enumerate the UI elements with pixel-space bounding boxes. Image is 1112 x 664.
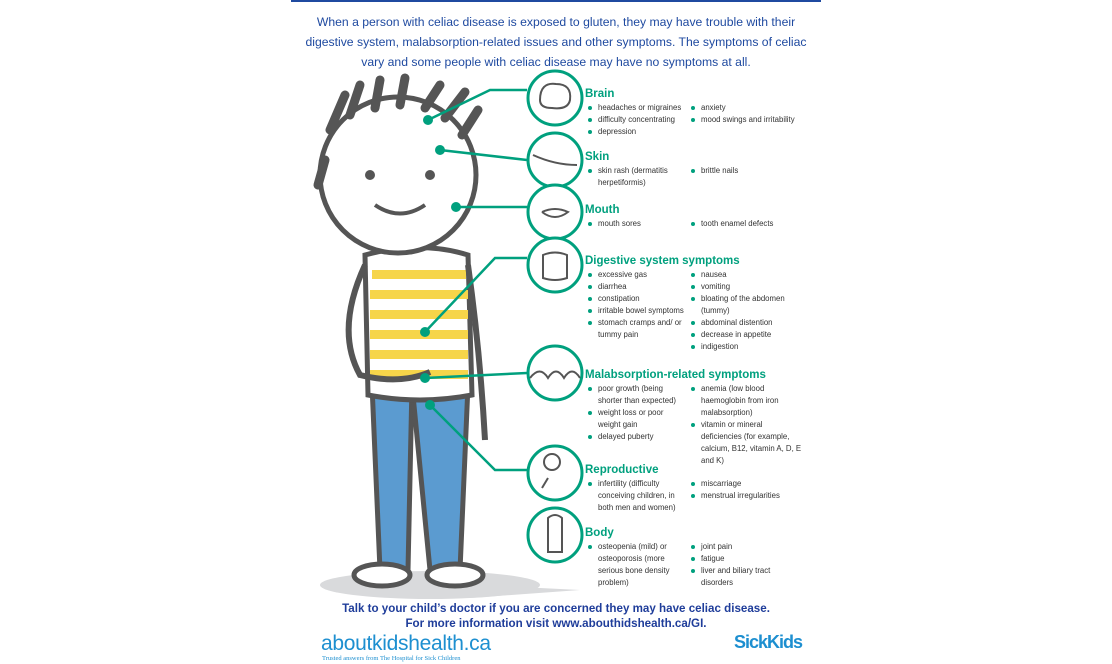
symptom-list: brittle nails: [688, 165, 803, 189]
symptom-item: miscarriage: [688, 478, 803, 490]
symptom-item: liver and biliary tract disorders: [688, 565, 803, 589]
symptom-item: delayed puberty: [585, 431, 688, 443]
symptom-item: abdominal distention: [688, 317, 803, 329]
symptom-columns: excessive gas diarrhea constipation irritab…: [585, 269, 815, 353]
symptom-list: joint pain fatigue liver and biliary tract…: [688, 541, 803, 589]
symptom-item: skin rash (dermatitis herpetiformis): [585, 165, 688, 189]
section-reproductive: Reproductive infertility (difficulty conc…: [585, 462, 815, 514]
symptom-item: tooth enamel defects: [688, 218, 803, 230]
symptom-item: mood swings and irritability: [688, 114, 803, 126]
shadow-tail: [470, 585, 580, 598]
symptom-item: brittle nails: [688, 165, 803, 177]
brain-icon: [526, 69, 584, 127]
symptom-list: tooth enamel defects: [688, 218, 803, 230]
left-leg: [369, 382, 415, 573]
symptom-columns: poor growth (being shorter than expected…: [585, 383, 815, 467]
body-icon: [526, 506, 584, 564]
left-shoe: [351, 561, 413, 589]
symptom-list: mouth sores: [585, 218, 688, 230]
smile: [373, 203, 427, 216]
aboutkidshealth-logo: aboutkidshealth.ca: [321, 632, 491, 655]
intro-text: When a person with celiac disease is exp…: [305, 15, 807, 69]
symptom-list: anemia (low blood haemoglobin from iron …: [688, 383, 803, 467]
symptom-columns: headaches or migraines difficulty concent…: [585, 102, 815, 138]
symptom-list: anxiety mood swings and irritability: [688, 102, 803, 138]
skin-icon: [526, 131, 584, 189]
symptom-columns: skin rash (dermatitis herpetiformis) brit…: [585, 165, 815, 189]
symptom-list: nausea vomiting bloating of the abdomen (t…: [688, 269, 803, 353]
symptom-item: stomach cramps and/ or tummy pain: [585, 317, 688, 341]
symptom-item: anxiety: [688, 102, 803, 114]
symptom-item: constipation: [585, 293, 688, 305]
symptom-columns: osteopenia (mild) or osteoporosis (more …: [585, 541, 815, 589]
symptom-item: diarrhea: [585, 281, 688, 293]
right-leg: [409, 382, 471, 573]
hair: [313, 73, 483, 190]
intestinal-villi-icon: [526, 344, 584, 402]
section-mouth: Mouth mouth sores tooth enamel defects: [585, 202, 815, 230]
symptom-item: headaches or migraines: [585, 102, 688, 114]
section-title: Body: [585, 527, 614, 539]
symptom-item: weight loss or poor weight gain: [585, 407, 688, 431]
symptom-columns: mouth sores tooth enamel defects: [585, 218, 815, 230]
symptom-item: indigestion: [688, 341, 803, 353]
mouth-icon: [526, 183, 584, 241]
symptom-item: mouth sores: [585, 218, 688, 230]
symptom-list: infertility (difficulty conceiving child…: [585, 478, 688, 514]
sickkids-logo: SickKids: [734, 632, 803, 652]
symptom-item: joint pain: [688, 541, 803, 553]
symptom-list: headaches or migraines difficulty concent…: [585, 102, 688, 138]
egg-sperm-icon: [526, 444, 584, 502]
symptom-list: excessive gas diarrhea constipation irritab…: [585, 269, 688, 353]
section-title: Digestive system symptoms: [585, 255, 740, 267]
symptom-item: fatigue: [688, 553, 803, 565]
symptom-item: decrease in appetite: [688, 329, 803, 341]
symptom-list: miscarriage menstrual irregularities: [688, 478, 803, 514]
section-title: Mouth: [585, 204, 620, 216]
section-digestive: Digestive system symptoms excessive gas di…: [585, 253, 815, 353]
symptom-item: irritable bowel symptoms: [585, 305, 688, 317]
footer-line-1: Talk to your child’s doctor if you are c…: [342, 602, 770, 615]
symptom-item: poor growth (being shorter than expected…: [585, 383, 688, 407]
symptom-item: bloating of the abdomen (tummy): [688, 293, 803, 317]
head: [317, 94, 479, 256]
right-shoe: [424, 561, 486, 589]
symptom-item: menstrual irregularities: [688, 490, 803, 502]
intestine-icon: [526, 236, 584, 294]
symptom-item: vomiting: [688, 281, 803, 293]
symptom-item: vitamin or mineral deficiencies (for exa…: [688, 419, 803, 467]
symptom-item: anemia (low blood haemoglobin from iron …: [688, 383, 803, 419]
symptom-item: nausea: [688, 269, 803, 281]
connector-lines: [424, 88, 528, 472]
symptom-columns: infertility (difficulty conceiving child…: [585, 478, 815, 514]
symptom-item: depression: [585, 126, 688, 138]
symptom-item: osteopenia (mild) or osteoporosis (more …: [585, 541, 688, 589]
section-title: Malabsorption-related symptoms: [585, 369, 766, 381]
section-malabsorption-related: Malabsorption-related symptoms poor growt…: [585, 367, 815, 467]
section-title: Brain: [585, 88, 615, 100]
section-skin: Skin skin rash (dermatitis herpetiformis)…: [585, 149, 815, 189]
symptom-list: osteopenia (mild) or osteoporosis (more …: [585, 541, 688, 589]
section-title: Reproductive: [585, 464, 659, 476]
logo-tagline: Trusted answers from The Hospital for Si…: [322, 655, 461, 662]
symptom-item: difficulty concentrating: [585, 114, 688, 126]
section-body: Body osteopenia (mild) or osteoporosis (m…: [585, 525, 815, 589]
section-title: Skin: [585, 151, 610, 163]
footer-link-line[interactable]: For more information visit www.abouthids…: [405, 617, 707, 630]
section-brain: Brain headaches or migraines difficulty co…: [585, 86, 815, 138]
left-eye: [365, 170, 375, 180]
left-arm: [345, 263, 432, 383]
top-rule: [291, 0, 821, 2]
symptom-list: poor growth (being shorter than expected…: [585, 383, 688, 467]
symptom-item: excessive gas: [585, 269, 688, 281]
symptom-list: skin rash (dermatitis herpetiformis): [585, 165, 688, 189]
symptom-item: infertility (difficulty conceiving child…: [585, 478, 688, 514]
right-eye: [425, 170, 435, 180]
